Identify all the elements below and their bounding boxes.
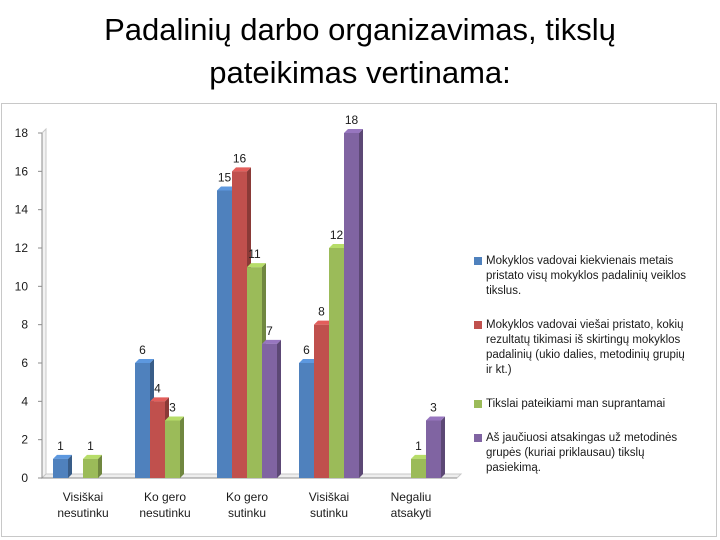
legend-item: Mokyklos vadovai kiekvienais metais prist… <box>474 254 714 299</box>
bar <box>83 458 98 478</box>
bar-top <box>411 454 430 459</box>
bar-top <box>135 359 154 363</box>
legend-item: Mokyklos vadovai viešai pristato, kokių r… <box>474 318 714 378</box>
slide-title: Padalinių darbo organizavimas, tikslų pa… <box>0 8 720 94</box>
chart-legend: Mokyklos vadovai kiekvienais metais prist… <box>474 254 714 495</box>
legend-label-line: rezultatų tikimasi iš skirtingų mokyklos <box>486 334 681 346</box>
bar-data-label: 11 <box>248 247 261 261</box>
bar <box>299 363 314 478</box>
chart-side-wall <box>41 127 47 480</box>
y-tick-label: 0 <box>21 471 28 485</box>
legend-label-line: pasiekimą. <box>486 462 541 474</box>
legend-label-line: Mokyklos vadovai viešai pristato, kokių <box>486 319 684 331</box>
legend-label-line: ir kt.) <box>486 364 512 376</box>
bar <box>53 458 68 478</box>
bar <box>232 171 247 478</box>
bar-side <box>68 454 72 478</box>
bar-top <box>426 416 445 421</box>
bar-top <box>299 359 318 363</box>
x-category-label: nesutinku <box>57 506 108 520</box>
bar-top <box>262 339 281 344</box>
bar-top <box>83 454 102 459</box>
bar <box>217 190 232 478</box>
bar-data-label: 1 <box>415 439 422 453</box>
legend-swatch <box>474 434 482 442</box>
bar-side <box>180 416 184 478</box>
bar-data-label: 3 <box>430 401 437 415</box>
legend-swatch <box>474 400 482 408</box>
bar-top <box>247 263 266 268</box>
x-category-label: Ko gero <box>144 490 186 504</box>
legend-label-line: pristato visų mokyklos padalinių veiklos <box>486 270 687 282</box>
legend-label-line: Mokyklos vadovai kiekvienais metais <box>486 255 674 267</box>
bar-data-label: 1 <box>57 439 64 453</box>
y-tick-label: 12 <box>15 241 29 255</box>
bar-data-label: 1 <box>87 439 94 453</box>
bar-top <box>53 454 72 459</box>
bar-top <box>344 129 363 133</box>
bar-top <box>329 244 348 248</box>
y-tick-label: 4 <box>21 394 28 408</box>
bar-side <box>359 129 363 478</box>
bar-data-label: 15 <box>218 171 232 185</box>
bar-side <box>441 416 445 478</box>
x-category-label: Ko gero <box>226 490 268 504</box>
y-tick-label: 10 <box>15 279 29 293</box>
legend-label-line: Tikslai pateikiami man suprantamai <box>486 398 666 410</box>
bar <box>314 324 329 478</box>
bar-data-label: 12 <box>330 228 344 242</box>
legend-label-line: grupės (kuriai priklausau) tikslų <box>486 447 645 459</box>
bar <box>329 248 344 478</box>
bar-data-label: 4 <box>154 381 161 395</box>
chart-frame: 0 2 4 6 8 10 12 14 16 18 Visiškai nesutinku 1 1 Ko ger… <box>1 103 717 537</box>
legend-label-line: padalinių (ukio dalies, metodinių grupių <box>486 349 685 361</box>
bar-data-label: 3 <box>169 401 176 415</box>
bar-data-label: 7 <box>266 324 273 338</box>
y-tick-label: 2 <box>21 433 28 447</box>
bar <box>165 420 180 478</box>
legend-swatch <box>474 257 482 265</box>
bar-top <box>232 167 251 172</box>
bar <box>150 401 165 478</box>
x-category-label: Visiškai <box>63 490 103 504</box>
bar-side <box>277 339 281 478</box>
bar <box>247 267 262 478</box>
bar-top <box>150 397 169 402</box>
y-tick-label: 6 <box>21 356 28 370</box>
bar <box>344 133 359 478</box>
bar-data-label: 6 <box>303 343 310 357</box>
x-category-label: Negaliu <box>391 490 432 504</box>
x-category-label: sutinku <box>228 506 266 520</box>
bar <box>411 458 426 478</box>
bar <box>262 343 277 478</box>
slide-title-line-2: pateikimas vertinama: <box>209 55 511 90</box>
bar <box>426 420 441 478</box>
bar-data-label: 16 <box>233 151 247 165</box>
bar-data-label: 8 <box>318 305 325 319</box>
bar-data-label: 18 <box>345 113 359 127</box>
bar-top <box>217 186 236 191</box>
bar-data-label: 6 <box>139 343 146 357</box>
y-tick-label: 14 <box>15 203 29 217</box>
legend-label-line: Aš jaučiuosi atsakingas už metodinės <box>486 432 678 444</box>
y-tick-label: 8 <box>21 318 28 332</box>
bar-top <box>314 320 333 325</box>
legend-label-line: tikslus. <box>486 285 522 297</box>
slide-title-line-1: Padalinių darbo organizavimas, tikslų <box>104 12 616 47</box>
x-category-label: atsakyti <box>391 506 432 520</box>
y-tick-label: 16 <box>15 164 29 178</box>
x-category-label: sutinku <box>310 506 348 520</box>
y-tick-label: 18 <box>15 126 29 140</box>
legend-item: Aš jaučiuosi atsakingas už metodinės grup… <box>474 431 714 476</box>
legend-swatch <box>474 321 482 329</box>
legend-item: Tikslai pateikiami man suprantamai <box>474 397 714 412</box>
x-category-label: Visiškai <box>309 490 349 504</box>
bar-side <box>98 454 102 478</box>
bar-top <box>165 416 184 421</box>
bar <box>135 363 150 478</box>
x-category-label: nesutinku <box>139 506 190 520</box>
